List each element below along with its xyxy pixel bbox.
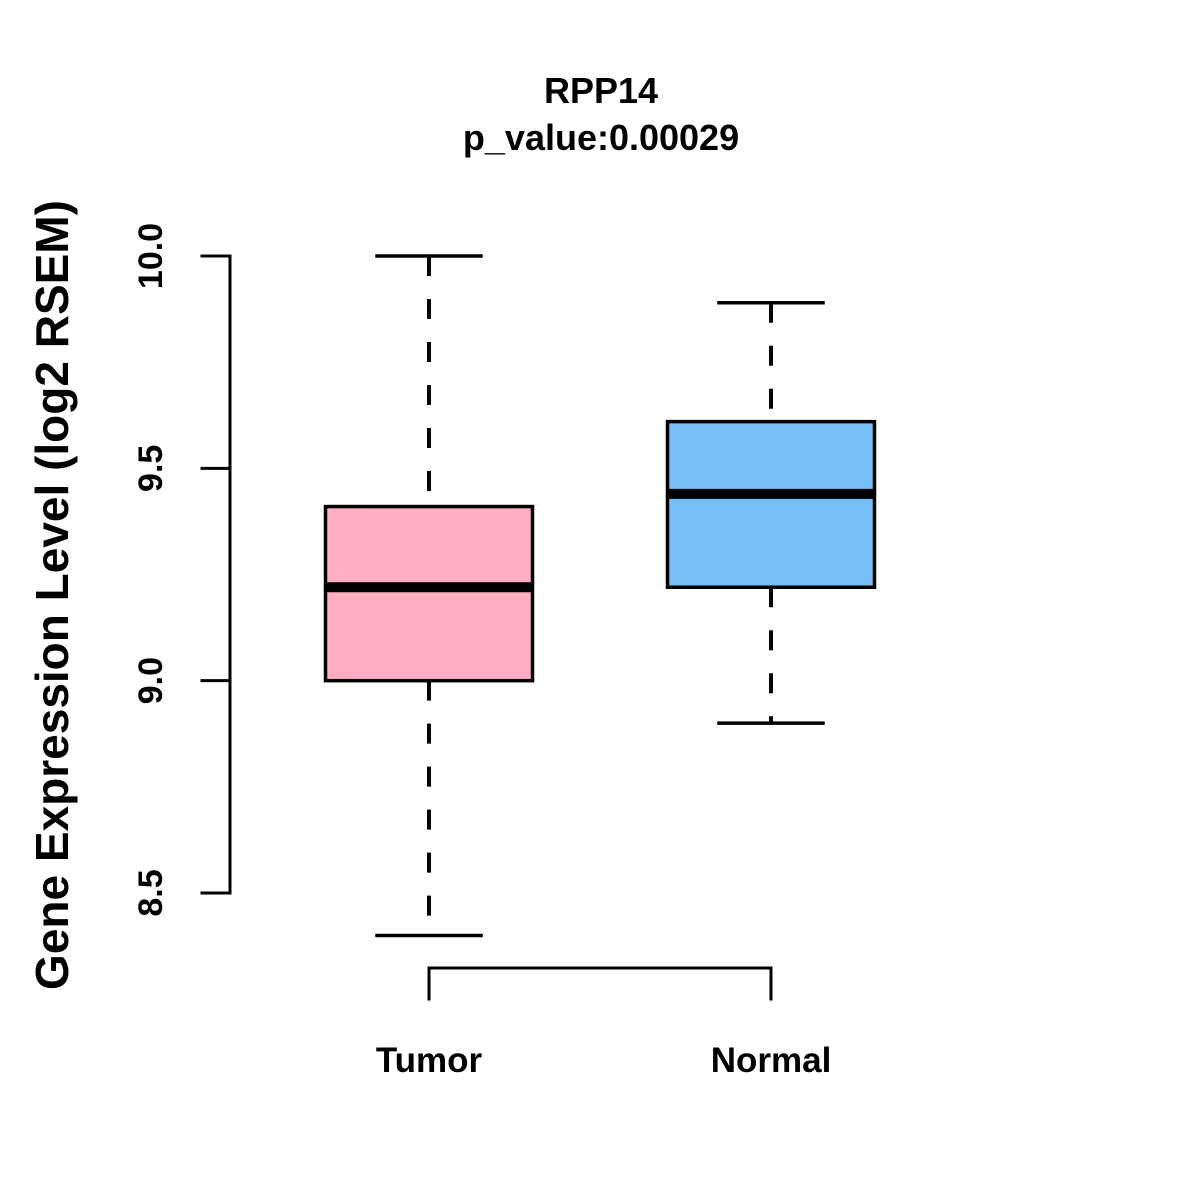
- y-tick-label: 9.5: [132, 445, 170, 492]
- chart-subtitle: p_value:0.00029: [463, 117, 739, 158]
- x-axis-bracket: [427, 966, 773, 1001]
- y-axis-label: Gene Expression Level (log2 RSEM): [26, 200, 78, 990]
- chart-title: RPP14: [544, 70, 658, 111]
- y-tick-label: 8.5: [132, 869, 170, 916]
- y-axis: 10.0 9.5 9.0 8.5: [132, 223, 232, 917]
- iqr-box-tumor: [323, 504, 535, 683]
- box-group-tumor: [323, 254, 535, 938]
- category-label-tumor: Tumor: [376, 1041, 483, 1080]
- x-category-labels: Tumor Normal: [376, 1041, 831, 1080]
- y-tick-label: 10.0: [132, 223, 170, 289]
- y-tick-label: 9.0: [132, 657, 170, 704]
- boxplot-series: [323, 254, 877, 938]
- box-group-normal: [665, 300, 877, 725]
- category-label-normal: Normal: [711, 1041, 832, 1080]
- iqr-box-normal: [665, 419, 877, 589]
